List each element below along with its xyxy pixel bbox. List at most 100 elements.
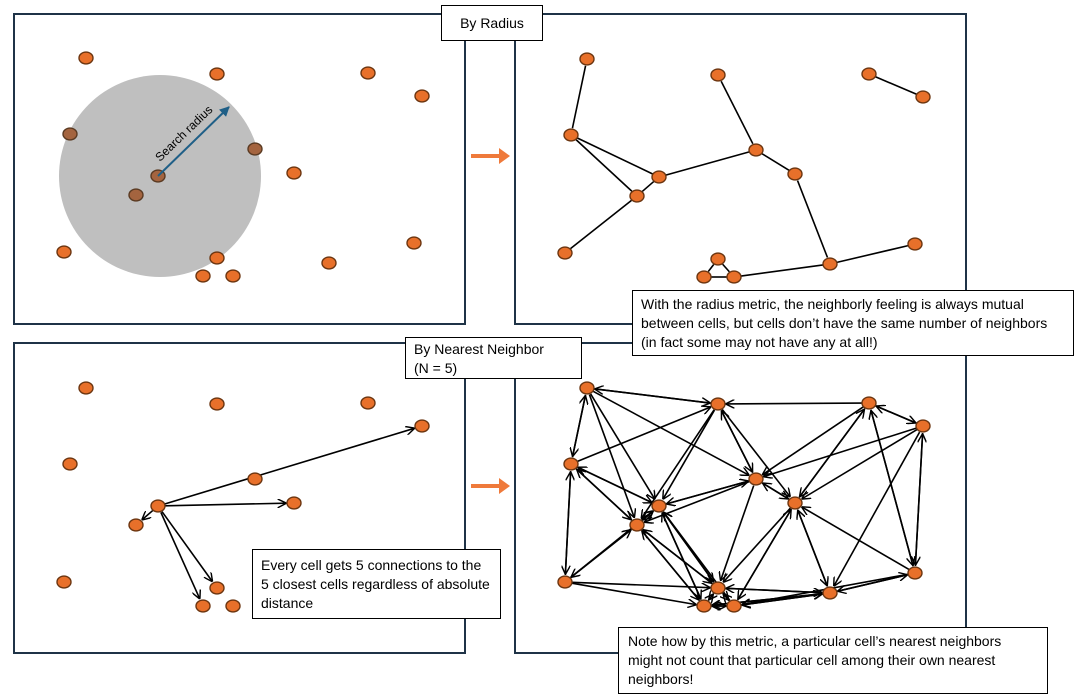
nn-graph-cell-1 [579,381,595,395]
nn-graph-cell-15 [726,599,742,613]
radius-points-cell-14 [195,269,211,283]
radius-graph-cell-4 [915,90,931,104]
nn-edge [643,530,713,585]
nn-edge [876,406,917,424]
nn-points-cell-4 [414,419,430,433]
nn-edge [763,406,864,475]
nn-edge [736,510,791,601]
note-nearest-neighbors-text: Note how by this metric, a particular ce… [628,633,1002,687]
nn-points-cell-10 [56,575,72,589]
nn-edge [726,588,824,594]
nn-graph-cell-12 [710,581,726,595]
radius-edge [740,264,824,277]
nn-edge [798,409,864,498]
radius-edge [836,244,909,264]
nn-example-arrow [164,503,286,506]
radius-points-cell-3 [360,66,376,80]
nn-edge [662,513,702,600]
radius-points-cell-2 [209,67,225,81]
radius-edge [576,137,654,175]
nn-edge [836,575,907,593]
radius-points-cell-10 [56,245,72,259]
nn-points-cell-5 [62,457,78,471]
nn-edge [802,507,910,571]
nn-edge [871,411,914,567]
nn-edge [708,594,713,600]
nn-points-cell-9 [128,518,144,532]
nn-graph-cell-14 [696,599,712,613]
title-nn-line2: (N = 5) [414,360,458,376]
note-every-cell-text: Every cell gets 5 connections to the 5 c… [261,557,490,611]
nn-edge [592,390,749,475]
nn-points-cell-8 [286,496,302,510]
nn-points-cell-6 [247,472,263,486]
radius-edge [761,152,790,172]
nn-edge [723,507,791,582]
radius-points-cell-6 [247,142,263,156]
radius-graph-cell-15 [726,270,742,284]
nn-edge [588,394,634,518]
nn-example-arrow [164,428,415,505]
nn-edge [914,434,922,567]
cells-nn-points [56,381,430,613]
note-nearest-neighbors: Note how by this metric, a particular ce… [618,627,1048,694]
nn-edge [665,481,749,505]
radius-graph-cell-12 [710,252,726,266]
nn-edge [721,409,790,497]
radius-graph-cell-11 [907,237,923,251]
radius-graph-cell-9 [629,189,645,203]
radius-edge [722,263,730,273]
radius-edges [569,65,917,278]
nn-points-cell-14 [195,599,211,613]
note-radius: With the radius metric, the neighborly f… [632,290,1074,356]
nn-edge [571,581,710,587]
radius-points-cell-11 [406,236,422,250]
nn-edge [578,467,654,504]
search-radius-arrow [157,106,230,177]
nn-graph-cell-10 [557,575,573,589]
transition-arrow-bottom [471,478,510,494]
nn-edge [571,582,696,604]
panel-radius-graph [514,13,967,325]
radius-graph-cell-8 [787,167,803,181]
nn-edge [764,427,917,476]
radius-points-cell-12 [209,251,225,265]
nn-edge [642,531,701,602]
nn-points-cell-15 [225,599,241,613]
title-by-radius: By Radius [441,5,543,41]
cells-nn-graph [557,381,931,613]
nn-example-arrow [160,512,200,598]
nn-points-cell-12 [209,581,225,595]
nn-example-arrow [142,509,154,520]
radius-graph-cell-2 [710,68,726,82]
radius-points-cell-8 [286,166,302,180]
nn-graph-cell-11 [907,566,923,580]
nn-points-cell-2 [209,397,225,411]
nn-graph-cell-6 [748,472,764,486]
radius-points-cell-13 [321,256,337,270]
nn-edge [663,409,716,499]
nn-edge [726,403,863,404]
nn-edge [721,485,755,581]
radius-points-cell-5 [62,127,78,141]
radius-edge [569,199,633,250]
radius-graph-cell-7 [651,170,667,184]
nn-edge [577,469,633,521]
nn-graph-cell-2 [710,397,726,411]
radius-edge [720,80,754,145]
radius-edge [575,139,633,192]
title-nn-line1: By Nearest Neighbor [414,341,544,357]
nn-graph-cell-8 [787,496,803,510]
radius-edge [641,180,655,193]
radius-graph-cell-3 [861,67,877,81]
radius-edge [665,151,750,176]
nn-points-cell-7 [150,499,166,513]
note-radius-text: With the radius metric, the neighborly f… [641,296,1048,350]
radius-edge [875,76,917,95]
nn-edge [589,393,655,499]
radius-graph-cell-5 [563,128,579,142]
nn-edge [798,510,829,587]
radius-graph-cell-6 [748,143,764,157]
nn-graph-cell-3 [861,396,877,410]
